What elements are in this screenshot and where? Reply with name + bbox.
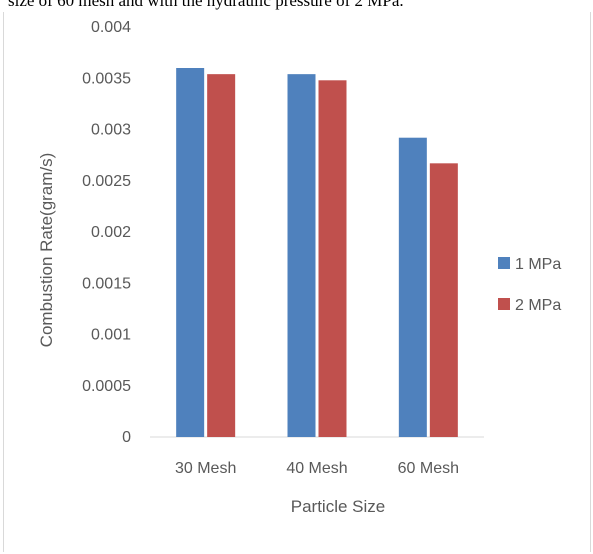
- x-tick-label-0: 30 Mesh: [175, 460, 236, 477]
- chart-frame: [3, 12, 591, 552]
- bar-2-mpa-30-mesh: [207, 74, 236, 438]
- caption-fragment: size of 60 mesh and with the hydraulic p…: [0, 0, 593, 12]
- y-tick-label-3: 0.0015: [82, 275, 131, 292]
- y-tick-label-7: 0.0035: [82, 70, 131, 87]
- legend-swatch-1: [498, 298, 510, 310]
- bar-1-mpa-30-mesh: [176, 68, 205, 437]
- y-tick-label-6: 0.003: [91, 122, 131, 139]
- bar-2-mpa-60-mesh: [429, 163, 458, 437]
- x-tick-label-1: 40 Mesh: [286, 460, 347, 477]
- x-axis-title: Particle Size: [291, 497, 385, 516]
- legend-label-1: 2 MPa: [515, 297, 561, 314]
- bar-1-mpa-60-mesh: [398, 137, 427, 437]
- y-tick-label-2: 0.001: [91, 327, 131, 344]
- y-tick-label-4: 0.002: [91, 224, 131, 241]
- y-tick-label-8: 0.004: [91, 19, 131, 36]
- bar-2-mpa-40-mesh: [318, 80, 347, 438]
- y-tick-label-0: 0: [122, 429, 131, 446]
- y-tick-label-1: 0.0005: [82, 378, 131, 395]
- y-tick-label-5: 0.0025: [82, 173, 131, 190]
- legend-label-0: 1 MPa: [515, 256, 561, 273]
- bar-1-mpa-40-mesh: [287, 74, 316, 438]
- y-axis-title: Combustion Rate(gram/s): [37, 153, 56, 348]
- caption-text: size of 60 mesh and with the hydraulic p…: [8, 0, 404, 10]
- x-tick-label-2: 60 Mesh: [398, 460, 459, 477]
- legend-swatch-0: [498, 257, 510, 269]
